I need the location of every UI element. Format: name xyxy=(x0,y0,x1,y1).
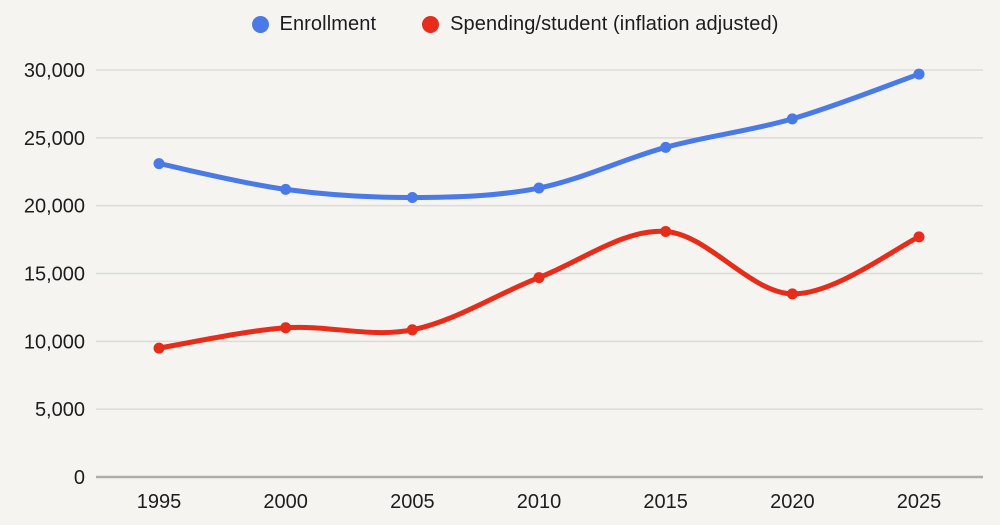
y-tick-label: 10,000 xyxy=(24,331,85,353)
data-point-spending xyxy=(913,231,925,243)
data-point-spending xyxy=(153,342,165,354)
x-tick-label: 2020 xyxy=(770,491,815,513)
x-tick-label: 2000 xyxy=(263,491,308,513)
series-line-enrollment xyxy=(156,71,922,201)
data-point-spending xyxy=(406,324,418,336)
data-point-spending xyxy=(660,225,672,237)
legend-item-spending: Spending/student (inflation adjusted) xyxy=(422,13,778,36)
x-tick-label: 2005 xyxy=(390,491,435,513)
y-tick-label: 25,000 xyxy=(24,128,85,150)
data-point-spending xyxy=(280,322,292,334)
y-tick-label: 30,000 xyxy=(24,60,85,82)
x-tick-label: 2025 xyxy=(897,491,942,513)
y-tick-label: 20,000 xyxy=(24,196,85,218)
y-tick-label: 5,000 xyxy=(35,399,85,421)
y-tick-label: 15,000 xyxy=(24,264,85,286)
x-tick-label: 1995 xyxy=(137,491,182,513)
spending-legend-dot-icon xyxy=(422,15,440,33)
data-point-enrollment xyxy=(913,68,925,80)
data-point-enrollment xyxy=(406,192,418,204)
data-point-spending xyxy=(786,288,798,300)
data-point-spending xyxy=(533,272,545,284)
data-point-enrollment xyxy=(786,113,798,125)
data-point-enrollment xyxy=(660,141,672,153)
enrollment-legend-dot-icon xyxy=(251,15,269,33)
legend-item-enrollment: Enrollment xyxy=(251,12,377,36)
x-tick-label: 2010 xyxy=(517,491,562,513)
data-point-enrollment xyxy=(280,183,292,195)
chart-legend: Enrollment Spending/student (inflation a… xyxy=(0,0,1000,48)
x-tick-label: 2015 xyxy=(643,491,688,513)
data-point-enrollment xyxy=(153,158,165,170)
y-tick-label: 0 xyxy=(74,467,85,489)
data-point-enrollment xyxy=(533,182,545,194)
series-line-spending xyxy=(156,228,922,351)
legend-label-spending: Spending/student (inflation adjusted) xyxy=(450,12,779,35)
legend-label-enrollment: Enrollment xyxy=(279,12,377,35)
